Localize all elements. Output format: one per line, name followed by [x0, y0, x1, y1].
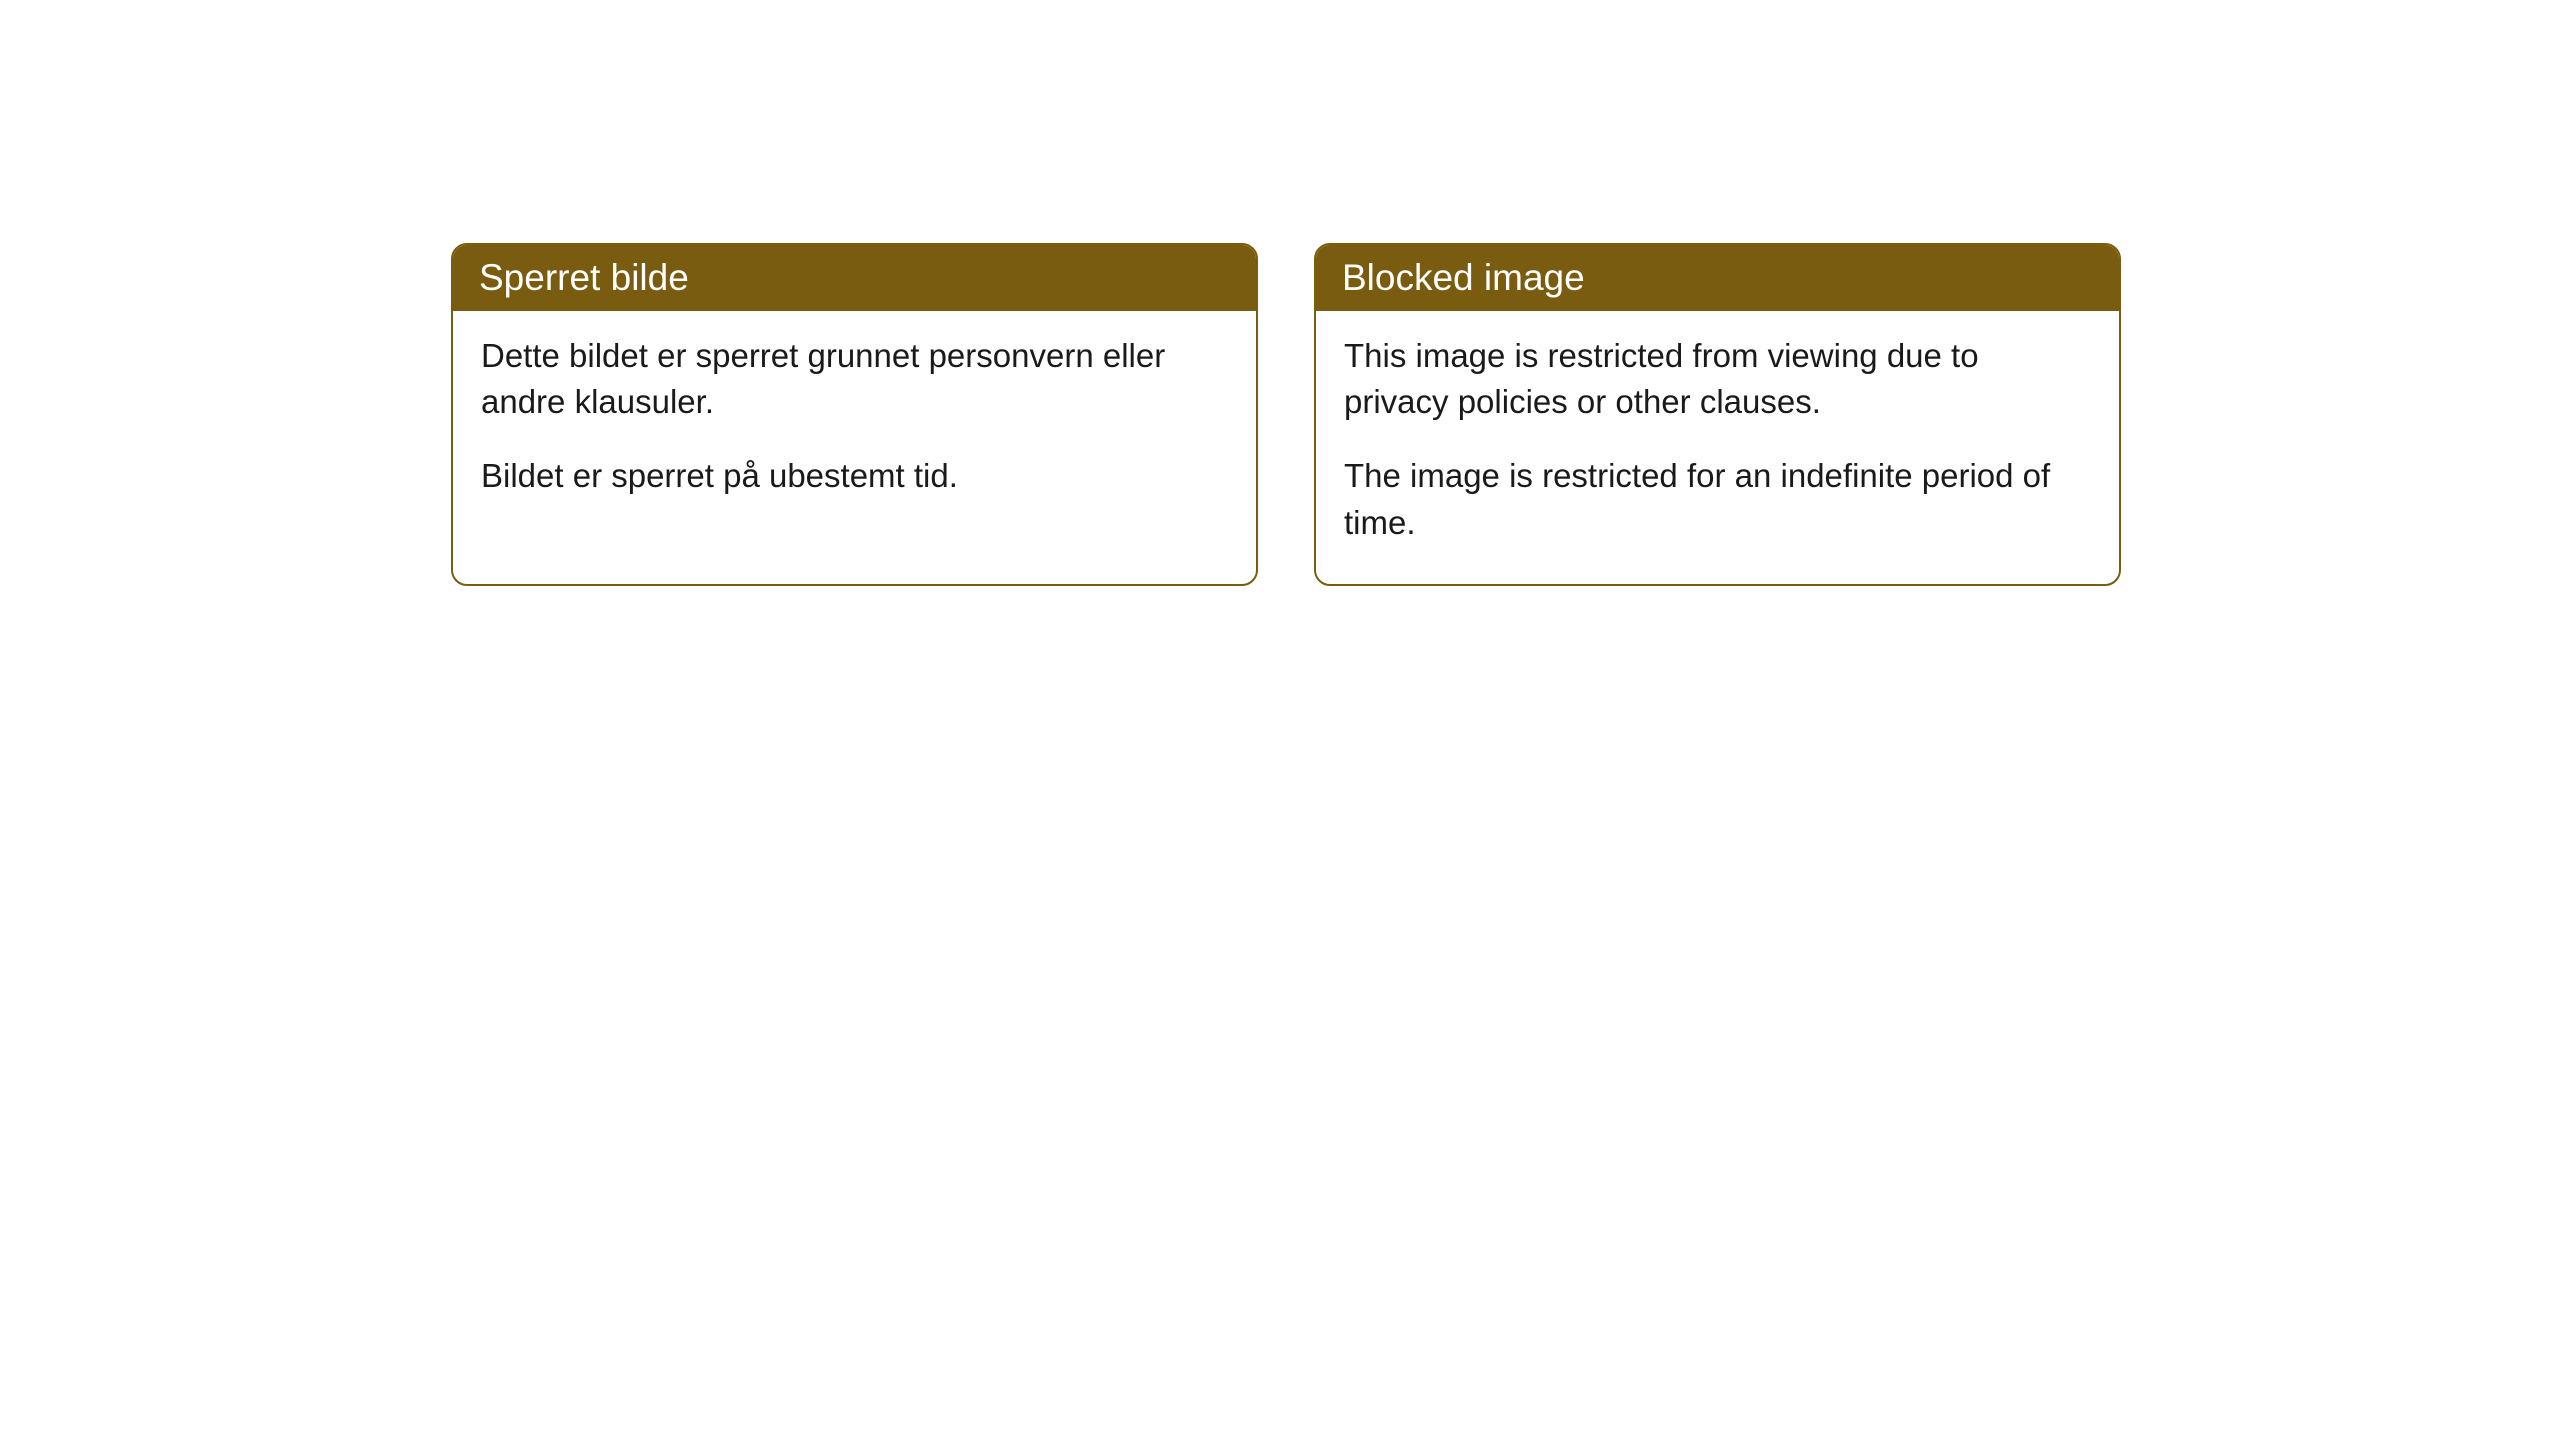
english-card-title: Blocked image — [1342, 257, 1585, 298]
english-paragraph-1: This image is restricted from viewing du… — [1344, 333, 2091, 425]
norwegian-card-body: Dette bildet er sperret grunnet personve… — [453, 311, 1256, 538]
norwegian-notice-card: Sperret bilde Dette bildet er sperret gr… — [451, 243, 1258, 586]
norwegian-card-title: Sperret bilde — [479, 257, 689, 298]
english-paragraph-2: The image is restricted for an indefinit… — [1344, 453, 2091, 545]
notice-cards-container: Sperret bilde Dette bildet er sperret gr… — [451, 243, 2121, 586]
english-card-header: Blocked image — [1316, 245, 2119, 311]
norwegian-paragraph-2: Bildet er sperret på ubestemt tid. — [481, 453, 1228, 499]
english-notice-card: Blocked image This image is restricted f… — [1314, 243, 2121, 586]
english-card-body: This image is restricted from viewing du… — [1316, 311, 2119, 584]
norwegian-card-header: Sperret bilde — [453, 245, 1256, 311]
norwegian-paragraph-1: Dette bildet er sperret grunnet personve… — [481, 333, 1228, 425]
